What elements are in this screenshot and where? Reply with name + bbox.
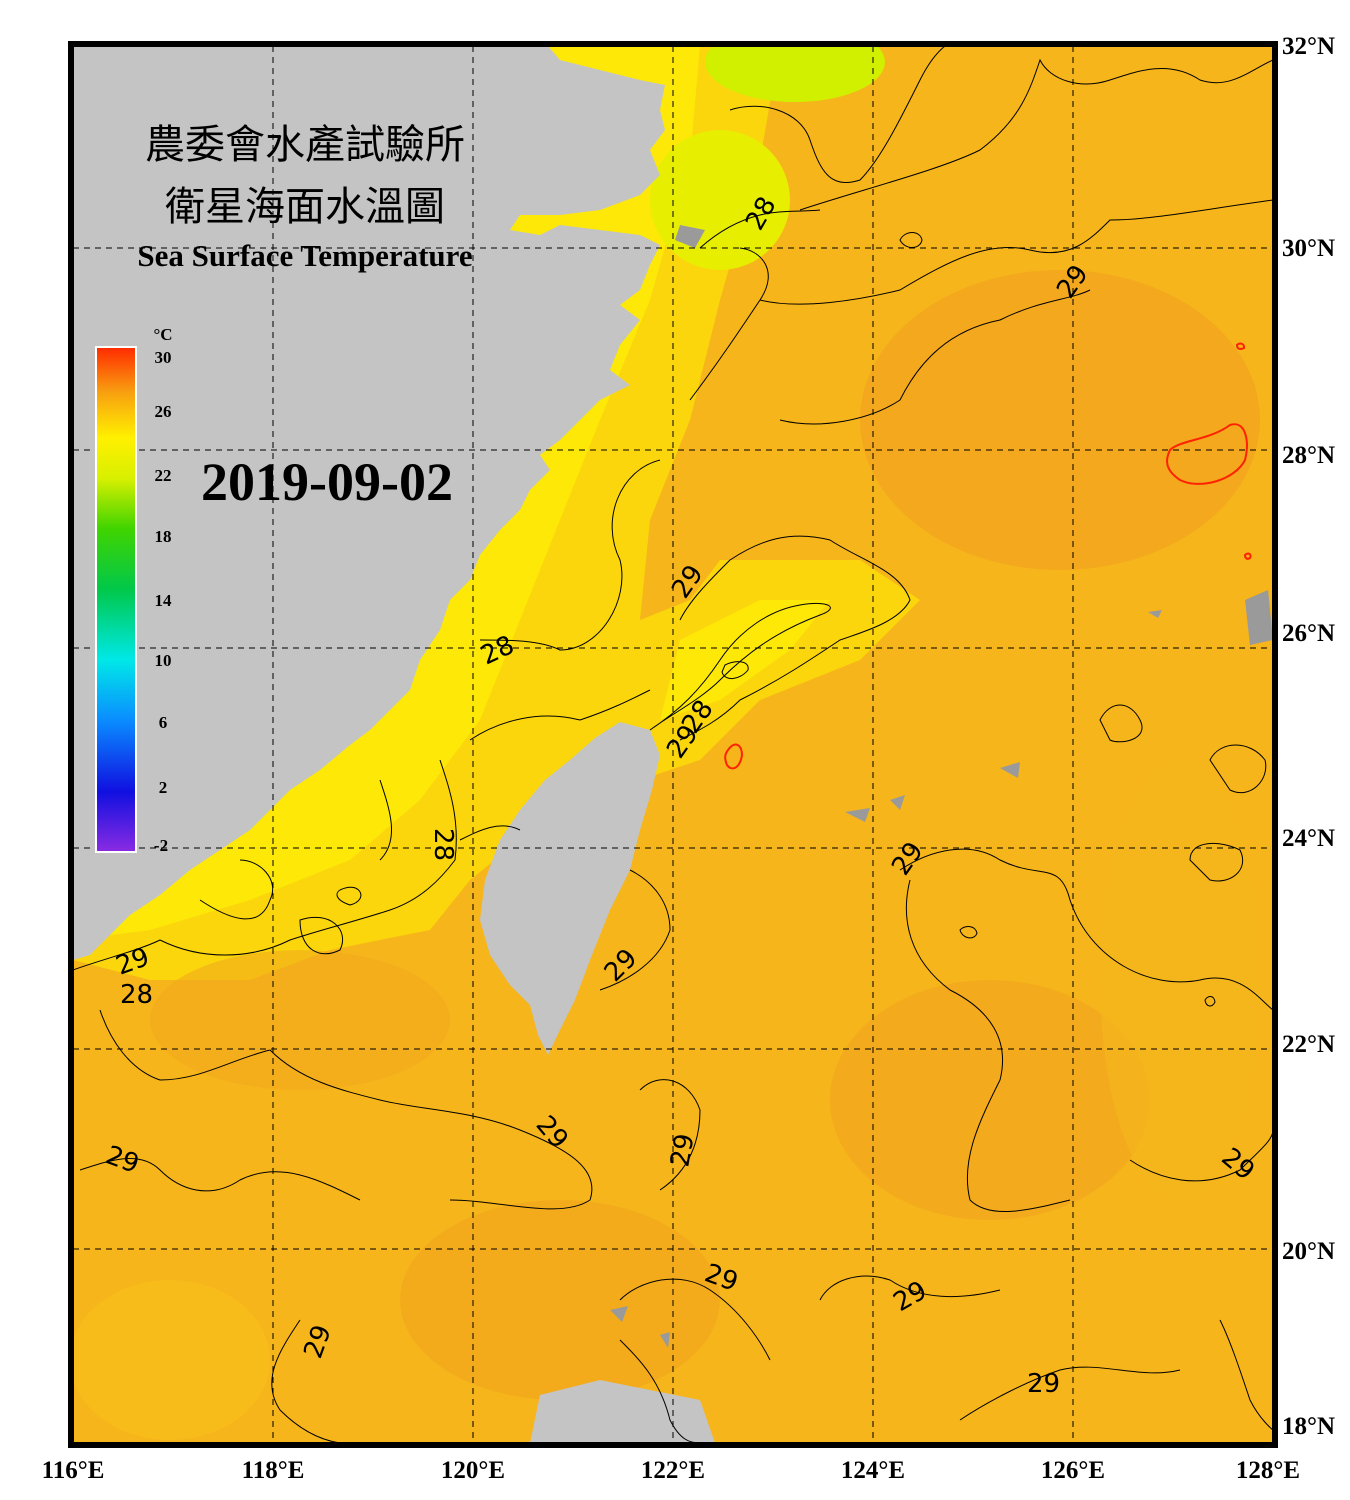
land-mainland: [73, 46, 665, 960]
contours-28: [73, 46, 946, 971]
title-line-1: 農委會水產試驗所: [145, 122, 465, 168]
contour-label: 28: [428, 828, 458, 861]
lat-label: 26°N: [1282, 620, 1335, 647]
sea-surface: 28 29 29 28 29 28 29 28 29 29 28 29 29 2…: [73, 46, 1273, 1443]
colorbar-tick: 14: [155, 591, 173, 610]
lon-label: 118°E: [242, 1457, 305, 1484]
land-taiwan: [480, 722, 660, 1055]
colorbar-tick: 18: [155, 527, 172, 546]
map-frame: [68, 41, 1278, 1448]
contours-29: [79, 58, 1273, 1443]
colorbar-tick: 26: [155, 402, 172, 421]
lat-label: 18°N: [1282, 1413, 1335, 1440]
colorbar-tick: 2: [159, 778, 168, 797]
colorbar-tick: 22: [155, 466, 172, 485]
lon-label: 122°E: [641, 1457, 705, 1484]
contours-30: [724, 342, 1252, 770]
colorbar-gradient: [95, 346, 137, 853]
lat-label: 22°N: [1282, 1031, 1335, 1058]
latitude-labels: 32°N 30°N 28°N 26°N 24°N 22°N 20°N 18°N: [1282, 33, 1335, 1440]
colorbar-tick: 10: [155, 651, 172, 670]
map-date: 2019-09-02: [201, 452, 453, 512]
colorbar-tick: -2: [154, 836, 168, 855]
lat-label: 32°N: [1282, 33, 1335, 60]
colorbar-unit: °C: [153, 325, 172, 344]
lat-label: 24°N: [1282, 825, 1335, 852]
title-line-2: 衛星海面水溫圖: [165, 184, 445, 230]
graticule: [73, 46, 1273, 1443]
lon-label: 124°E: [841, 1457, 905, 1484]
colorbar-tick: 30: [155, 348, 172, 367]
colorbar-tick: 6: [159, 713, 168, 732]
lat-label: 28°N: [1282, 442, 1335, 469]
lat-label: 30°N: [1282, 235, 1335, 262]
colorbar: °C 30 26 22 18 14 10 6 2 -2: [95, 325, 173, 855]
lon-label: 126°E: [1041, 1457, 1105, 1484]
lon-label: 120°E: [441, 1457, 505, 1484]
lat-label: 20°N: [1282, 1238, 1335, 1265]
contour-label: 29: [1027, 1369, 1060, 1399]
contour-label: 28: [120, 980, 153, 1010]
lon-label: 116°E: [42, 1457, 105, 1484]
contour-label: 29: [665, 1131, 700, 1169]
title-english: Sea Surface Temperature: [137, 238, 472, 273]
land-luzon: [530, 1380, 715, 1443]
lon-label: 128°E: [1236, 1457, 1300, 1484]
longitude-labels: 116°E 118°E 120°E 122°E 124°E 126°E 128°…: [42, 1457, 1300, 1484]
